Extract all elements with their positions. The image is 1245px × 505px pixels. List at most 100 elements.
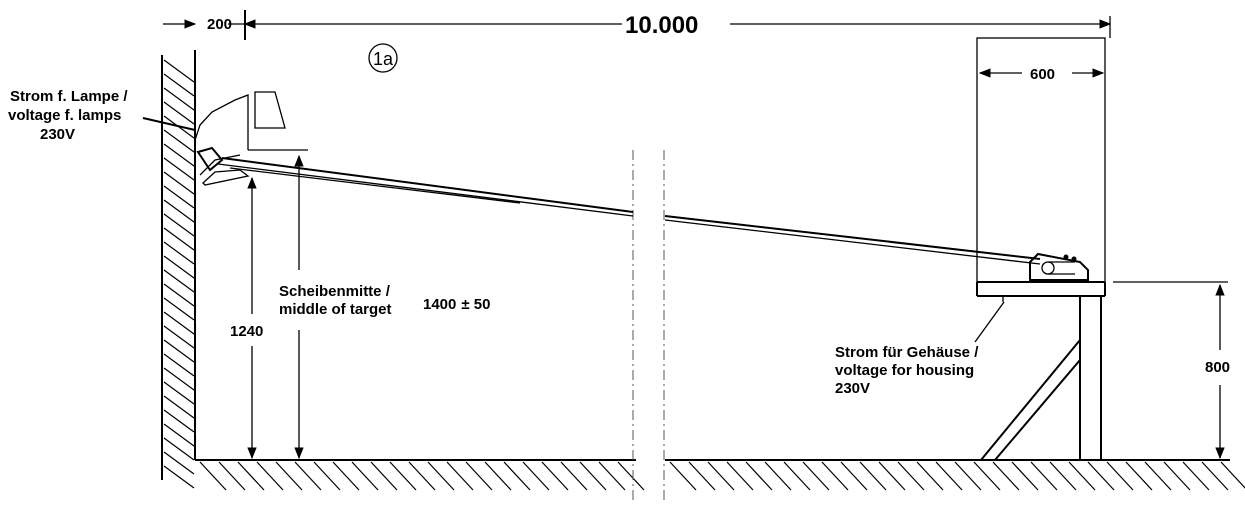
dimension-10000: 10.000	[625, 12, 698, 39]
floor-hatch-line	[294, 461, 322, 491]
lamp-power-note-3: 230V	[40, 126, 75, 143]
floor-hatch-line	[1220, 461, 1245, 489]
floor-hatch-line	[560, 461, 588, 491]
target-note-2: middle of target	[279, 301, 392, 318]
dimension-1240: 1240	[230, 323, 263, 340]
wall-hatch-line	[163, 255, 195, 279]
floor-hatch-line	[522, 461, 550, 491]
floor-hatch-line	[992, 461, 1020, 491]
floor-hatch-line	[688, 461, 716, 491]
floor-hatch-line	[726, 461, 754, 491]
floor-hatch-line	[199, 461, 227, 491]
housing-stand	[976, 37, 1106, 461]
floor-hatch-line	[370, 461, 398, 491]
floor-hatch-line	[313, 461, 341, 491]
wall-hatch-line	[163, 143, 195, 167]
floor-hatch-line	[764, 461, 792, 491]
wall-hatch-line	[163, 437, 195, 461]
target-height-value: 1400 ± 50	[423, 296, 490, 313]
floor-hatch-line	[408, 461, 436, 491]
wall-hatch-line	[163, 395, 195, 419]
wall-hatch-line	[163, 171, 195, 195]
target-height-tolerance: ± 50	[461, 296, 490, 313]
wall-hatch-line	[163, 381, 195, 405]
wall-hatch-line	[163, 283, 195, 307]
housing-power-leader	[974, 301, 1005, 343]
floor-hatch-line	[973, 461, 1001, 491]
floor-hatch-line	[579, 461, 607, 491]
wall-hatch-line	[163, 353, 195, 377]
floor-hatch-line	[1125, 461, 1153, 491]
wall-hatch-line	[163, 213, 195, 237]
floor-hatch-line	[617, 461, 645, 491]
floor-hatch-line	[427, 461, 455, 491]
floor-hatch-line	[351, 461, 379, 491]
dimension-total: 200 10.000	[163, 10, 1112, 40]
wall-hatch-line	[163, 227, 195, 251]
wall-hatch-line	[163, 199, 195, 223]
housing-power-note-1: Strom für Gehäuse /	[835, 344, 979, 361]
wall-hatch-line	[163, 409, 195, 433]
floor-hatch-line	[598, 461, 626, 491]
wall-hatch-line	[163, 423, 195, 447]
wall-hatch-line	[163, 269, 195, 293]
floor-hatch-line	[446, 461, 474, 491]
lamp-unit	[194, 50, 308, 460]
dimension-800: 800	[1205, 359, 1230, 376]
wall-hatch-line	[163, 451, 195, 475]
carrier-rail	[217, 157, 1041, 265]
wall	[161, 55, 195, 489]
floor-hatch-line	[1049, 461, 1077, 491]
floor-hatch-line	[389, 461, 417, 491]
floor-hatch-line	[745, 461, 773, 491]
floor-hatch-line	[1163, 461, 1191, 491]
dimension-lamp-height: 1240	[230, 176, 263, 460]
housing-power-note-2: voltage for housing	[835, 362, 974, 379]
floor-hatch-line	[484, 461, 512, 491]
floor-hatch-line	[1201, 461, 1229, 491]
lamp-power-note-2: voltage f. lamps	[8, 107, 121, 124]
wall-hatch-line	[163, 367, 195, 391]
wall-hatch-line	[163, 185, 195, 209]
floor-hatch-line	[897, 461, 925, 491]
floor-hatch-line	[802, 461, 830, 491]
floor-hatch-line	[332, 461, 360, 491]
floor-hatch-line	[503, 461, 531, 491]
wall-hatch-line	[163, 157, 195, 181]
wall-hatch-line	[163, 339, 195, 363]
wall-hatch-line	[163, 59, 195, 83]
floor-hatch-line	[916, 461, 944, 491]
wall-hatch-line	[163, 311, 195, 335]
wall-hatch-line	[163, 129, 195, 153]
wall-hatch-line	[163, 87, 195, 111]
wall-hatch-line	[163, 241, 195, 265]
floor-hatching	[199, 461, 1245, 491]
floor-hatch-line	[465, 461, 493, 491]
target-note-1: Scheibenmitte /	[279, 283, 391, 300]
floor-hatch-line	[821, 461, 849, 491]
position-marker-label: 1a	[373, 49, 394, 69]
floor-hatch-line	[783, 461, 811, 491]
dimension-housing-height: 800	[1113, 281, 1230, 460]
position-marker: 1a	[368, 43, 398, 73]
dimension-600: 600	[1030, 66, 1055, 83]
wall-hatch-line	[163, 465, 195, 489]
wall-hatching	[163, 59, 195, 489]
floor-hatch-line	[541, 461, 569, 491]
floor-hatch-line	[935, 461, 963, 491]
floor-hatch-line	[954, 461, 982, 491]
floor-hatch-line	[707, 461, 735, 491]
floor-hatch-line	[275, 461, 303, 491]
wall-hatch-line	[163, 73, 195, 97]
floor-hatch-line	[669, 461, 697, 491]
wall-hatch-line	[163, 297, 195, 321]
floor-hatch-line	[1030, 461, 1058, 491]
lamp-power-note-1: Strom f. Lampe /	[10, 88, 128, 105]
floor-hatch-line	[1068, 461, 1096, 491]
floor-hatch-line	[1106, 461, 1134, 491]
dimension-housing-width: 600	[978, 66, 1105, 83]
floor-hatch-line	[1144, 461, 1172, 491]
lamp-power-leader	[142, 117, 196, 131]
floor-hatch-line	[878, 461, 906, 491]
